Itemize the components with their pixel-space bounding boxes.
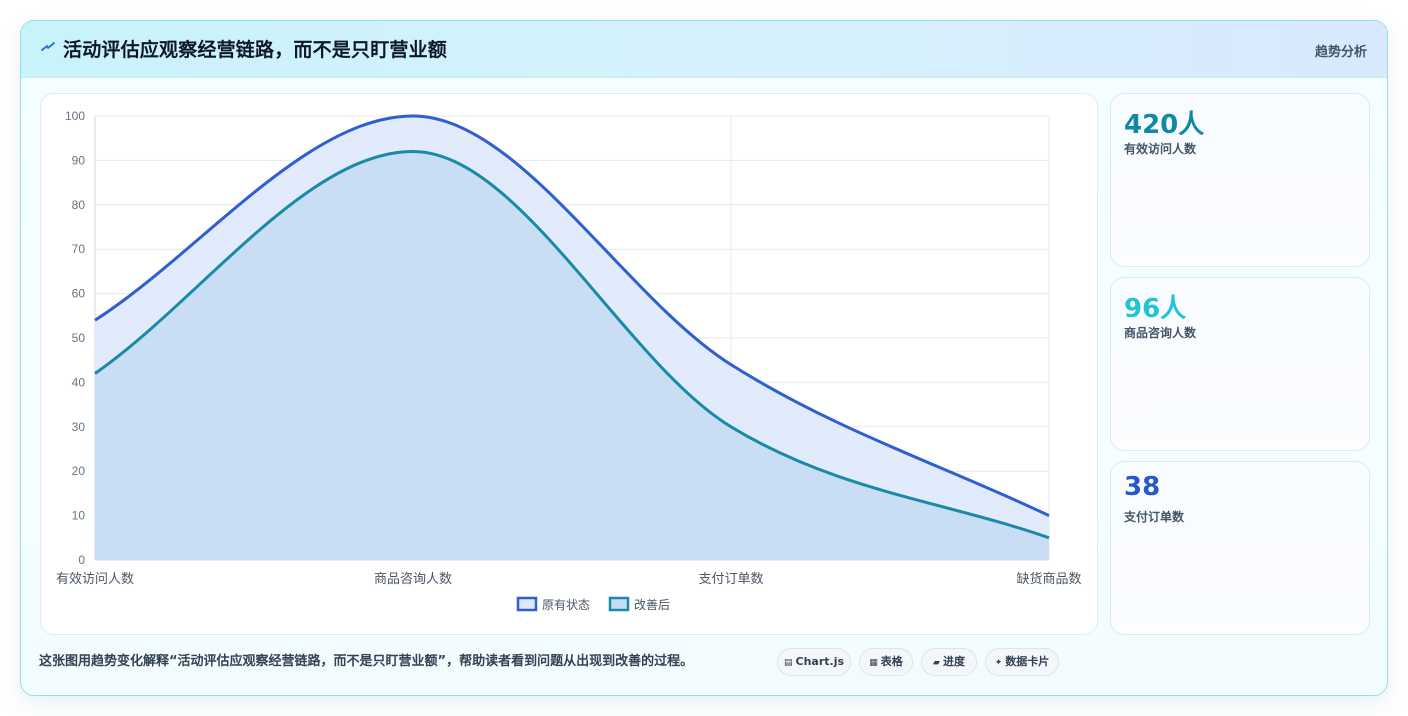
series-area-1 — [95, 151, 1049, 560]
stat-card-orders: 38 支付订单数 — [1110, 461, 1370, 635]
y-tick-label: 70 — [72, 242, 86, 256]
x-tick-label: 商品咨询人数 — [374, 572, 452, 587]
pill-table[interactable]: ▦ 表格 — [859, 648, 913, 676]
stat-label: 有效访问人数 — [1124, 142, 1197, 156]
y-tick-label: 80 — [72, 198, 86, 212]
legend-label: 改善后 — [634, 597, 670, 612]
pill-label: 数据卡片 — [1005, 655, 1050, 668]
y-tick-label: 40 — [72, 375, 86, 389]
legend-swatch — [516, 596, 538, 612]
stat-value: 96人 — [1124, 294, 1187, 324]
stat-card-inquiries: 96人 商品咨询人数 — [1110, 277, 1370, 451]
pill-progress[interactable]: ▰ 进度 — [921, 648, 977, 676]
x-tick-label: 缺货商品数 — [1016, 571, 1081, 587]
card-icon: ✦ — [994, 658, 1003, 668]
x-tick-label: 有效访问人数 — [56, 572, 134, 587]
stat-card-visits: 420人 有效访问人数 — [1110, 93, 1370, 267]
pill-label: 表格 — [880, 655, 903, 668]
y-tick-label: 50 — [72, 331, 86, 345]
y-tick-label: 0 — [78, 553, 85, 567]
area-chart: 0 10 20 30 40 50 60 70 80 90 100 有效访问人数 商品咨询人数 支付订单数 缺… — [56, 109, 1082, 612]
y-tick-label: 30 — [72, 420, 86, 434]
pill-datacard[interactable]: ✦ 数据卡片 — [985, 648, 1059, 676]
y-tick-label: 20 — [72, 464, 86, 478]
stat-value: 420人 — [1124, 110, 1205, 140]
x-tick-label: 支付订单数 — [698, 572, 763, 587]
page-title: 活动评估应观察经营链路，而不是只盯营业额 — [63, 39, 448, 61]
series-line-0 — [94, 114, 1050, 517]
pill-label: Chart.js — [795, 655, 845, 668]
stat-label: 支付订单数 — [1124, 510, 1185, 524]
legend-label: 原有状态 — [542, 598, 590, 612]
panel-header: 活动评估应观察经营链路，而不是只盯营业额 趋势分析 — [21, 21, 1387, 78]
progress-icon: ▰ — [933, 658, 940, 668]
main-panel: 活动评估应观察经营链路，而不是只盯营业额 趋势分析 0 10 20 30 40 50 60 7… — [20, 20, 1388, 696]
chart-card: 0 10 20 30 40 50 60 70 80 90 100 有效访问人数 商品咨询人数 支付订单数 缺… — [40, 93, 1098, 635]
y-tick-label: 90 — [72, 153, 86, 167]
chart-description: 这张图用趋势变化解释“活动评估应观察经营链路，而不是只盯营业额”，帮助读者看到问… — [39, 654, 694, 669]
header-tag: 趋势分析 — [1314, 45, 1367, 60]
stat-value: 38 — [1124, 472, 1161, 502]
stat-label: 商品咨询人数 — [1124, 326, 1197, 340]
lightning-icon — [41, 42, 55, 51]
series-line-1 — [94, 150, 1050, 540]
y-tick-label: 10 — [72, 509, 86, 523]
table-icon: ▦ — [869, 658, 878, 668]
chart-icon: ▤ — [783, 658, 793, 668]
y-tick-label: 100 — [65, 109, 85, 123]
pill-label: 进度 — [942, 655, 965, 668]
y-tick-label: 60 — [72, 287, 86, 301]
legend-swatch — [608, 596, 630, 612]
pill-chartjs[interactable]: ▤ Chart.js — [777, 648, 851, 676]
